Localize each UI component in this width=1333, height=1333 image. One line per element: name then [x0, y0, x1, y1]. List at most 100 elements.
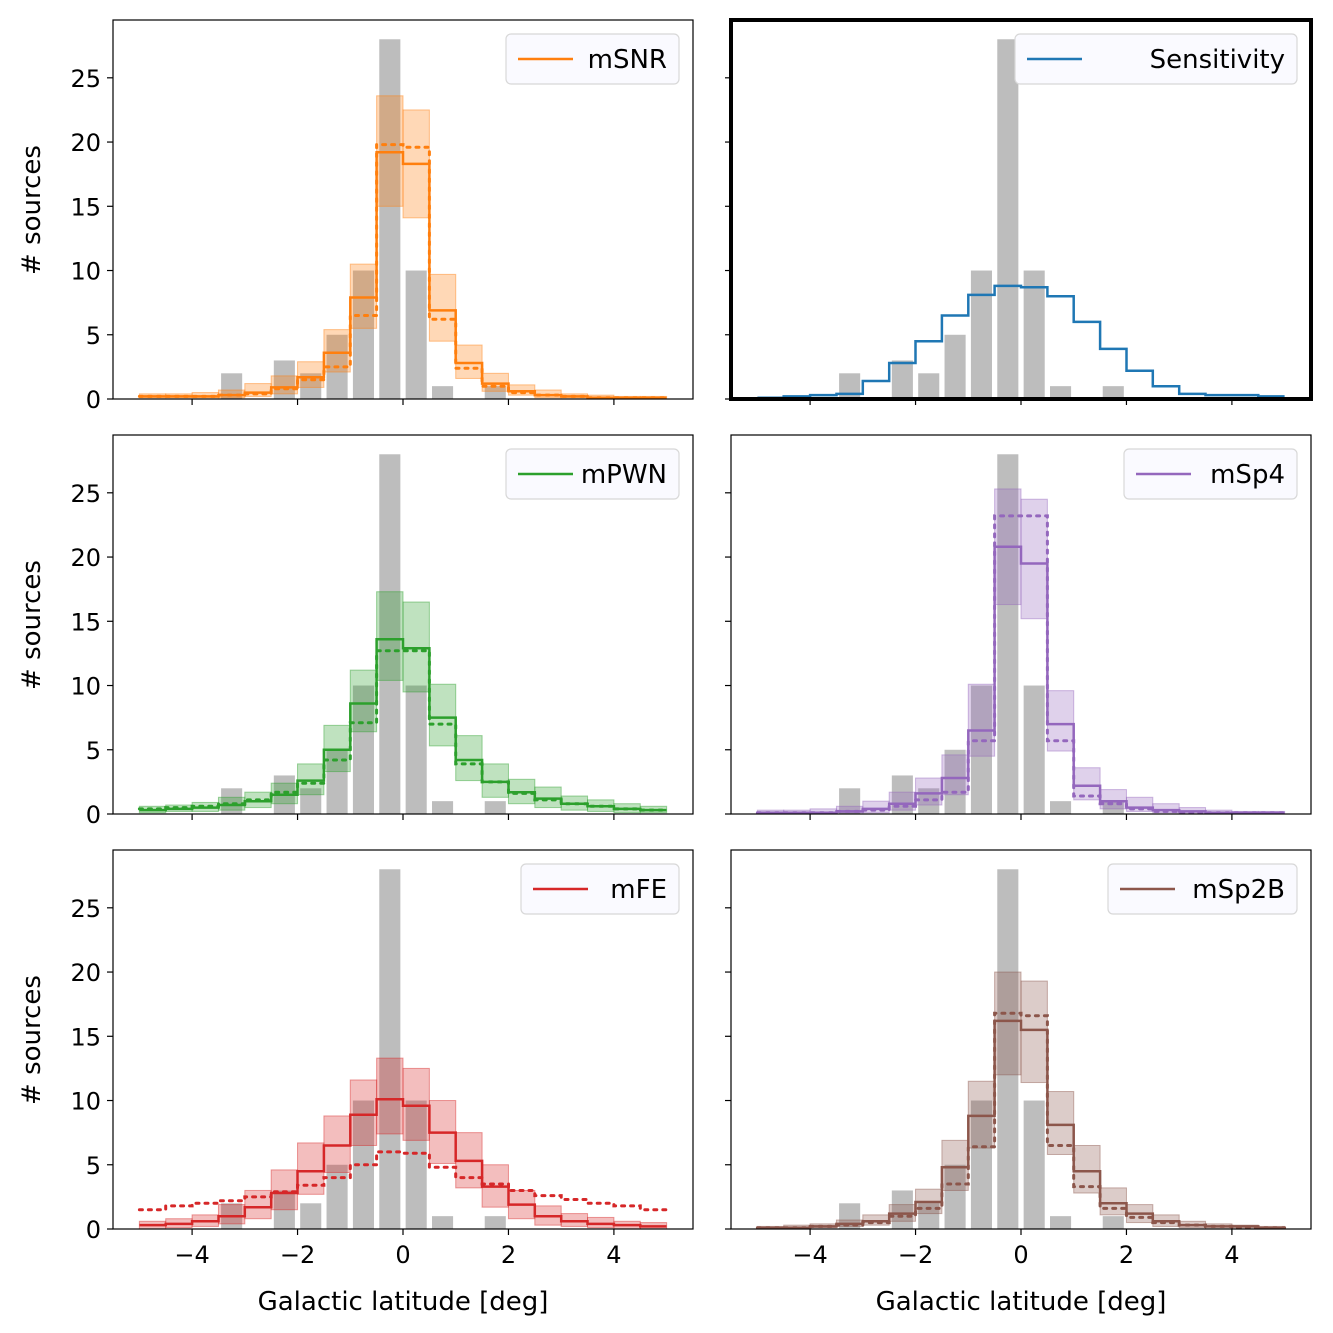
uncertainty-band: [862, 1214, 890, 1226]
observed-bar: [221, 373, 243, 399]
y-tick-label: 0: [86, 386, 101, 414]
uncertainty-band: [402, 1067, 430, 1141]
panel-bottom-left: −4 −2 0 2 4 0 5 10 15 20 25 mFE: [70, 849, 694, 1269]
y-tick-label: 15: [70, 1023, 101, 1051]
observed-bar: [1023, 270, 1045, 399]
model-step-line: [757, 284, 1285, 399]
legend-box: [1014, 33, 1298, 85]
observed-bar: [839, 373, 861, 399]
x-tick-label: 2: [501, 1241, 516, 1269]
y-tick-label: 20: [70, 959, 101, 987]
uncertainty-band: [481, 763, 509, 798]
uncertainty-band: [349, 263, 378, 329]
y-tick-label: 5: [86, 322, 101, 350]
y-tick-label: 15: [70, 608, 101, 636]
y-tick-label: 20: [70, 544, 101, 572]
uncertainty-band: [297, 1142, 325, 1195]
plot-area: [137, 454, 669, 814]
observed-bar: [300, 1203, 322, 1229]
observed-bar: [405, 1100, 427, 1229]
observed-bar: [839, 1203, 861, 1229]
model-step-line: [139, 151, 667, 399]
uncertainty-band: [994, 971, 1022, 1076]
observed-bar: [432, 1216, 454, 1229]
observed-bar: [944, 749, 966, 814]
uncertainty-band: [376, 591, 404, 681]
plot-area: [755, 869, 1287, 1229]
uncertainty-band: [323, 1115, 351, 1173]
observed-bar: [484, 386, 506, 399]
x-tick-label: 4: [606, 1241, 621, 1269]
legend-box: [1123, 448, 1298, 500]
y-tick-label: 25: [70, 65, 101, 93]
panel-top-left: 0 5 10 15 20 25 mSNR: [70, 19, 694, 414]
observed-bar: [918, 1203, 940, 1229]
uncertainty-band: [349, 1079, 378, 1146]
model-step-line: [139, 638, 667, 812]
plot-area: [137, 869, 669, 1229]
uncertainty-band: [402, 601, 430, 693]
observed-bar: [839, 788, 861, 814]
observed-bar: [944, 1164, 966, 1229]
y-tick-label: 0: [86, 1216, 101, 1244]
observed-bar: [352, 685, 374, 814]
observed-bar: [326, 1164, 348, 1229]
plot-area: [137, 39, 669, 399]
uncertainty-band: [455, 735, 483, 782]
uncertainty-band: [376, 1057, 404, 1135]
panel-middle-left: 0 5 10 15 20 25 mPWN: [70, 434, 694, 829]
x-tick-label: 0: [1013, 1241, 1028, 1269]
observed-bar: [891, 360, 913, 399]
observed-bar: [1102, 1216, 1124, 1229]
y-axis-label-row-1: # sources: [17, 145, 47, 275]
legend-box: [505, 448, 680, 500]
y-axis-label-row-2: # sources: [17, 560, 47, 690]
observed-bar: [273, 1190, 295, 1229]
observed-bar: [379, 39, 401, 399]
uncertainty-band: [1073, 767, 1101, 801]
legend-label: mSNR: [588, 45, 667, 75]
observed-bar: [918, 788, 940, 814]
uncertainty-band: [941, 754, 969, 796]
y-tick-label: 10: [70, 673, 101, 701]
x-tick-label: 4: [1224, 1241, 1239, 1269]
x-tick-label: −4: [792, 1241, 827, 1269]
observed-bar: [432, 801, 454, 814]
x-axis-label-left: Galactic latitude [deg]: [258, 1287, 549, 1317]
observed-bar: [221, 788, 243, 814]
uncertainty-band: [270, 1169, 299, 1211]
uncertainty-band: [967, 683, 996, 757]
panel-middle-right: mSp4: [725, 434, 1312, 820]
observed-bar: [997, 869, 1019, 1229]
y-tick-label: 25: [70, 480, 101, 508]
observed-bar: [379, 869, 401, 1229]
uncertainty-band: [270, 375, 299, 395]
observed-bar: [891, 1190, 913, 1229]
panel-bottom-right: −4 −2 0 2 4 mSp2B: [725, 849, 1312, 1269]
uncertainty-band: [560, 1213, 589, 1227]
uncertainty-band: [1046, 690, 1075, 752]
observed-bar: [405, 685, 427, 814]
plot-area: [755, 454, 1287, 814]
observed-bar: [1050, 386, 1072, 399]
legend-box: [520, 863, 680, 915]
uncertainty-band: [428, 273, 457, 342]
y-tick-label: 20: [70, 129, 101, 157]
legend-label: mPWN: [581, 460, 667, 490]
observed-bar: [918, 373, 940, 399]
legend-label: mSp2B: [1192, 875, 1285, 905]
observed-bar: [997, 454, 1019, 814]
observed-bar: [432, 386, 454, 399]
y-tick-label: 15: [70, 193, 101, 221]
uncertainty-band: [428, 683, 457, 747]
model-step-line: [139, 1097, 667, 1228]
x-tick-label: −2: [898, 1241, 933, 1269]
uncertainty-band: [941, 1139, 969, 1191]
y-axis-label-row-3: # sources: [17, 975, 47, 1105]
model-step-line: [757, 1019, 1285, 1229]
y-tick-label: 10: [70, 258, 101, 286]
observed-bar: [1050, 801, 1072, 814]
y-tick-label: 25: [70, 895, 101, 923]
observed-bar: [484, 801, 506, 814]
